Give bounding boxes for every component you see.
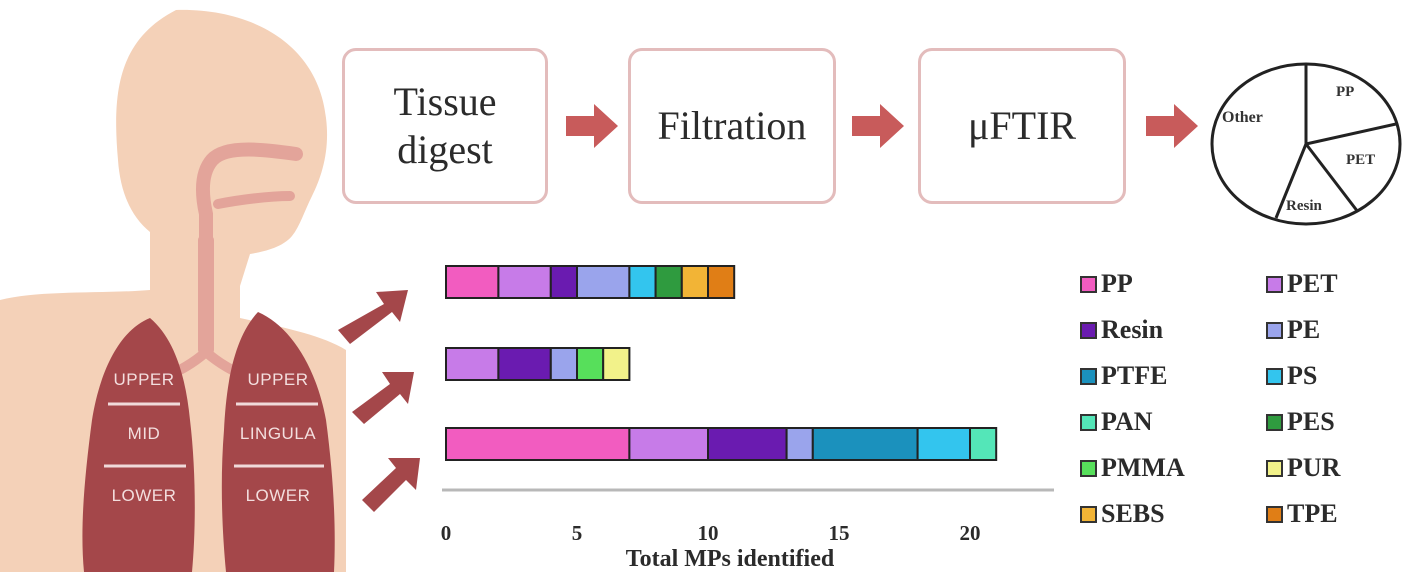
legend-item-resin: Resin xyxy=(1080,310,1163,350)
x-tick-label: 20 xyxy=(960,521,981,545)
lung-to-bar-arrow xyxy=(362,458,420,512)
legend-label: PE xyxy=(1287,315,1321,344)
bar-segment-resin-lower xyxy=(707,427,788,461)
legend-item-pp: PP xyxy=(1080,264,1133,304)
bar-segment-pes-upper xyxy=(654,265,683,299)
legend-swatch xyxy=(1266,321,1283,339)
step-tissue-digest: Tissue digest xyxy=(342,48,548,204)
mouth-airway xyxy=(213,191,295,209)
lobe-label-right-lower: LOWER xyxy=(111,486,177,505)
legend-swatch xyxy=(1080,367,1097,385)
flow-arrow-icon xyxy=(566,104,618,148)
legend-swatch xyxy=(1080,413,1097,431)
bar-segment-pur-mid xyxy=(602,347,631,381)
legend-item-sebs: SEBS xyxy=(1080,494,1165,534)
legend-item-tpe: TPE xyxy=(1266,494,1338,534)
flow-arrow-icon xyxy=(852,104,904,148)
legend-item-pet: PET xyxy=(1266,264,1338,304)
legend-swatch xyxy=(1266,367,1283,385)
lobe-label-left-upper: UPPER xyxy=(247,370,309,389)
step-label: Filtration xyxy=(657,103,807,148)
bar-segment-pe-upper xyxy=(576,265,631,299)
bar-segment-ptfe-lower xyxy=(811,427,919,461)
x-ticks: 0 5 10 15 20 xyxy=(441,521,981,545)
pie-label-pp: PP xyxy=(1336,84,1354,100)
legend-label: PS xyxy=(1287,361,1318,390)
legend-item-pmma: PMMA xyxy=(1080,448,1185,488)
legend-label: TPE xyxy=(1287,499,1338,528)
legend-swatch xyxy=(1080,321,1097,339)
legend-swatch xyxy=(1080,459,1097,477)
airway-icon xyxy=(195,142,303,275)
pie-label-pet: PET xyxy=(1346,152,1375,168)
bar-segment-pet-mid xyxy=(445,347,500,381)
bar-group xyxy=(445,265,998,461)
bar-segment-pp-upper xyxy=(445,265,500,299)
mp-stacked-bar-chart: 0 5 10 15 20 Total MPs identified xyxy=(441,265,1054,572)
bar-segment-resin-mid xyxy=(497,347,552,381)
legend-swatch xyxy=(1080,505,1097,523)
legend-item-pes: PES xyxy=(1266,402,1335,442)
step-label: Tissue digest xyxy=(393,79,497,172)
bar-segment-pan-lower xyxy=(969,427,998,461)
legend-label: PAN xyxy=(1101,407,1153,436)
bar-segment-tpe-upper xyxy=(707,265,736,299)
legend-label: PET xyxy=(1287,269,1338,298)
lobe-label-right-mid: MID xyxy=(127,424,161,443)
legend-item-ps: PS xyxy=(1266,356,1317,396)
legend-item-pur: PUR xyxy=(1266,448,1340,488)
trachea-icon xyxy=(198,236,214,354)
legend-item-ptfe: PTFE xyxy=(1080,356,1167,396)
x-tick-label: 0 xyxy=(441,521,452,545)
legend-label: PP xyxy=(1101,269,1133,298)
lung-to-bar-arrow xyxy=(352,372,414,424)
legend-label: PUR xyxy=(1287,453,1341,482)
bar-segment-pet-upper xyxy=(497,265,552,299)
bar-segment-pet-lower xyxy=(628,427,709,461)
bar-segment-ps-lower xyxy=(916,427,972,461)
legend: PP PET Resin PE PTFE PS PAN PES PMMA PUR SEBS TPE xyxy=(1080,264,1400,554)
bar-segment-pp-lower xyxy=(445,427,631,461)
polymer-pie-icon: Other PP PET Resin xyxy=(1210,62,1402,226)
pie-label-other: Other xyxy=(1222,109,1263,126)
legend-swatch xyxy=(1080,275,1097,293)
lobe-label-left-lingula: LINGULA xyxy=(239,424,317,443)
step-filtration: Filtration xyxy=(628,48,836,204)
legend-swatch xyxy=(1266,413,1283,431)
legend-label: PES xyxy=(1287,407,1335,436)
legend-swatch xyxy=(1266,459,1283,477)
right-lung-icon xyxy=(82,318,195,572)
left-lung-icon xyxy=(221,312,335,572)
x-axis-title: Total MPs identified xyxy=(626,546,835,572)
lung-to-bar-arrow xyxy=(338,290,408,344)
bar-segment-sebs-upper xyxy=(680,265,710,299)
legend-item-pan: PAN xyxy=(1080,402,1153,442)
bar-segment-resin-upper xyxy=(549,265,579,299)
legend-label: PTFE xyxy=(1101,361,1168,390)
legend-item-pe: PE xyxy=(1266,310,1320,350)
x-tick-label: 15 xyxy=(829,521,850,545)
lobe-label-right-upper: UPPER xyxy=(113,370,175,389)
bar-segment-ps-upper xyxy=(628,265,657,299)
x-tick-label: 5 xyxy=(572,521,583,545)
step-ftir: μFTIR xyxy=(918,48,1126,204)
legend-swatch xyxy=(1266,505,1283,523)
bar-segment-pe-lower xyxy=(785,427,814,461)
legend-label: Resin xyxy=(1101,315,1164,344)
legend-label: SEBS xyxy=(1101,499,1165,528)
bar-segment-pmma-mid xyxy=(576,347,605,381)
bar-segment-pe-mid xyxy=(549,347,579,381)
flow-arrow-icon xyxy=(1146,104,1198,148)
legend-label: PMMA xyxy=(1101,453,1185,482)
x-tick-label: 10 xyxy=(698,521,719,545)
step-label: μFTIR xyxy=(967,103,1077,148)
legend-swatch xyxy=(1266,275,1283,293)
pie-label-resin: Resin xyxy=(1286,198,1322,214)
lobe-label-left-lower: LOWER xyxy=(245,486,311,505)
